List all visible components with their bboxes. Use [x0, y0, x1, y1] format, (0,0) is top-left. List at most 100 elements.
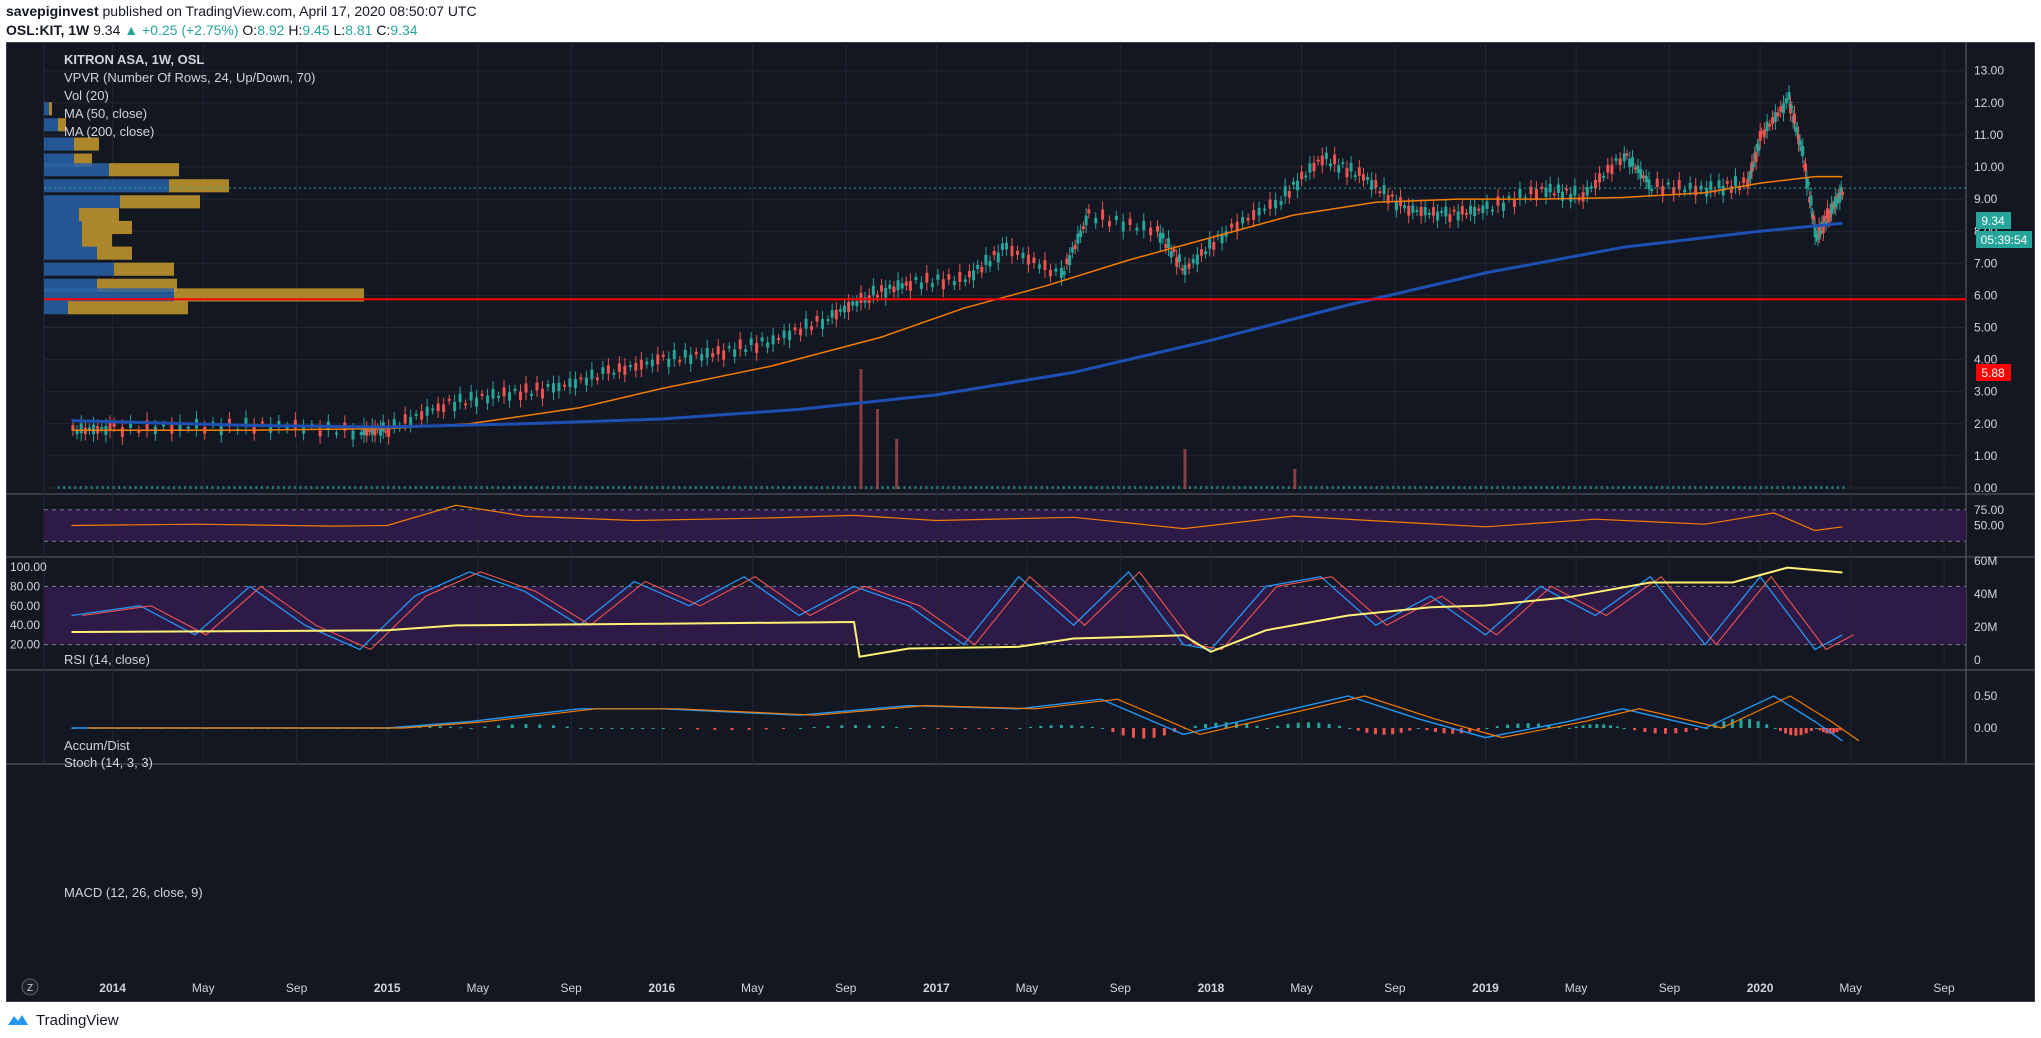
legend-ma200[interactable]: MA (200, close)	[64, 124, 154, 139]
candle-body	[1220, 234, 1224, 244]
macd-histogram-bar	[1080, 725, 1084, 728]
macd-histogram-bar	[589, 728, 593, 729]
candle-body	[1195, 254, 1199, 265]
candle-body	[120, 427, 124, 438]
volume-bar	[947, 486, 950, 489]
close-value: 9.34	[390, 22, 418, 38]
volume-bar	[1825, 486, 1828, 489]
ma200-line	[71, 221, 1843, 429]
volume-bar	[1622, 486, 1625, 489]
volume-bar	[90, 486, 93, 489]
volume-bar	[134, 486, 137, 489]
macd-histogram-bar	[1581, 725, 1585, 728]
candle-body	[1172, 249, 1176, 252]
candle-body	[1183, 264, 1187, 275]
candle-body	[1639, 169, 1643, 179]
price-tick-label: 7.00	[1974, 256, 1998, 270]
candle-body	[1274, 199, 1278, 209]
rsi-tick-label: 75.00	[1974, 503, 2004, 517]
candle-body	[1114, 215, 1118, 221]
volume-bar	[1425, 486, 1428, 489]
volume-bar	[277, 486, 280, 489]
candle-body	[1246, 217, 1250, 221]
candle-body	[1655, 178, 1659, 187]
volume-bar	[1754, 486, 1757, 489]
candle-body	[884, 287, 888, 298]
volume-bar	[1529, 486, 1532, 489]
volume-bar	[1254, 486, 1257, 489]
legend-vpvr[interactable]: VPVR (Number Of Rows, 24, Up/Down, 70)	[64, 70, 315, 85]
candle-body	[469, 391, 473, 401]
volume-bar	[1134, 486, 1137, 489]
volume-bar	[442, 486, 445, 489]
volume-bar	[1650, 486, 1653, 489]
volume-bar	[123, 486, 126, 489]
volume-bar	[1534, 486, 1537, 489]
candle-body	[1804, 163, 1808, 171]
candle-body	[1795, 127, 1799, 134]
legend-rsi[interactable]: RSI (14, close)	[64, 652, 150, 667]
candle-body	[551, 383, 555, 393]
candle-body	[378, 427, 382, 436]
candle-body	[1121, 221, 1125, 232]
macd-histogram-bar	[730, 728, 734, 730]
candle-body	[1779, 106, 1783, 112]
candle-body	[1797, 134, 1801, 145]
volume-bar	[1469, 486, 1472, 489]
volume-bar	[963, 486, 966, 489]
volume-bar	[1079, 486, 1082, 489]
volume-bar	[1238, 486, 1241, 489]
volume-bar	[667, 486, 670, 489]
macd-histogram-bar	[1307, 722, 1311, 728]
time-tick-label: Sep	[560, 981, 582, 995]
legend-accum[interactable]: Accum/Dist	[64, 738, 130, 753]
tradingview-brand[interactable]: TradingView	[36, 1011, 119, 1029]
candle-body	[606, 365, 610, 374]
volume-bar	[1188, 486, 1191, 489]
legend-ma50[interactable]: MA (50, close)	[64, 106, 147, 121]
candle-body	[1816, 233, 1820, 241]
candle-body	[1757, 145, 1761, 151]
volume-bar	[722, 486, 725, 489]
vpvr-down-bar	[68, 301, 188, 315]
candle-body	[367, 429, 371, 432]
candle-body	[431, 408, 435, 411]
candle-body	[1411, 205, 1415, 213]
legend-macd[interactable]: MACD (12, 26, close, 9)	[64, 885, 203, 900]
volume-bar	[205, 486, 208, 489]
candle-body	[851, 301, 855, 306]
volume-bar	[1782, 486, 1785, 489]
timezone-button[interactable]	[21, 978, 39, 996]
volume-bar	[1227, 486, 1230, 489]
candle-body	[1534, 188, 1538, 199]
time-tick-label: Sep	[1933, 981, 1955, 995]
volume-bar	[843, 486, 846, 489]
volume-bar	[1007, 486, 1010, 489]
legend-vol[interactable]: Vol (20)	[64, 88, 109, 103]
volume-bar	[678, 486, 681, 489]
volume-bar	[1419, 486, 1422, 489]
volume-bar	[1836, 486, 1839, 489]
candle-body	[1187, 263, 1191, 269]
volume-bar	[1046, 486, 1049, 489]
candle-body	[1333, 154, 1337, 165]
candle-body	[1291, 181, 1295, 185]
macd-histogram-bar	[908, 728, 912, 729]
volume-bar	[1199, 486, 1202, 489]
volume-bar	[1567, 486, 1570, 489]
volume-bar	[79, 486, 82, 489]
volume-bar	[1304, 486, 1307, 489]
candle-body	[1191, 259, 1195, 264]
volume-bar	[1210, 486, 1213, 489]
candle-body	[936, 274, 940, 280]
publisher-name[interactable]: savepiginvest	[6, 3, 99, 19]
macd-histogram-bar	[1059, 725, 1063, 728]
chart-canvas[interactable]: 13.0012.0011.0010.009.008.007.006.005.00…	[6, 42, 2035, 1002]
volume-bar	[1545, 486, 1548, 489]
legend-stoch[interactable]: Stoch (14, 3, 3)	[64, 755, 153, 770]
macd-histogram-bar	[1005, 728, 1008, 729]
candle-body	[1084, 215, 1088, 226]
macd-histogram-bar	[1425, 728, 1429, 731]
macd-histogram-bar	[1789, 728, 1793, 736]
volume-bar	[112, 486, 115, 489]
